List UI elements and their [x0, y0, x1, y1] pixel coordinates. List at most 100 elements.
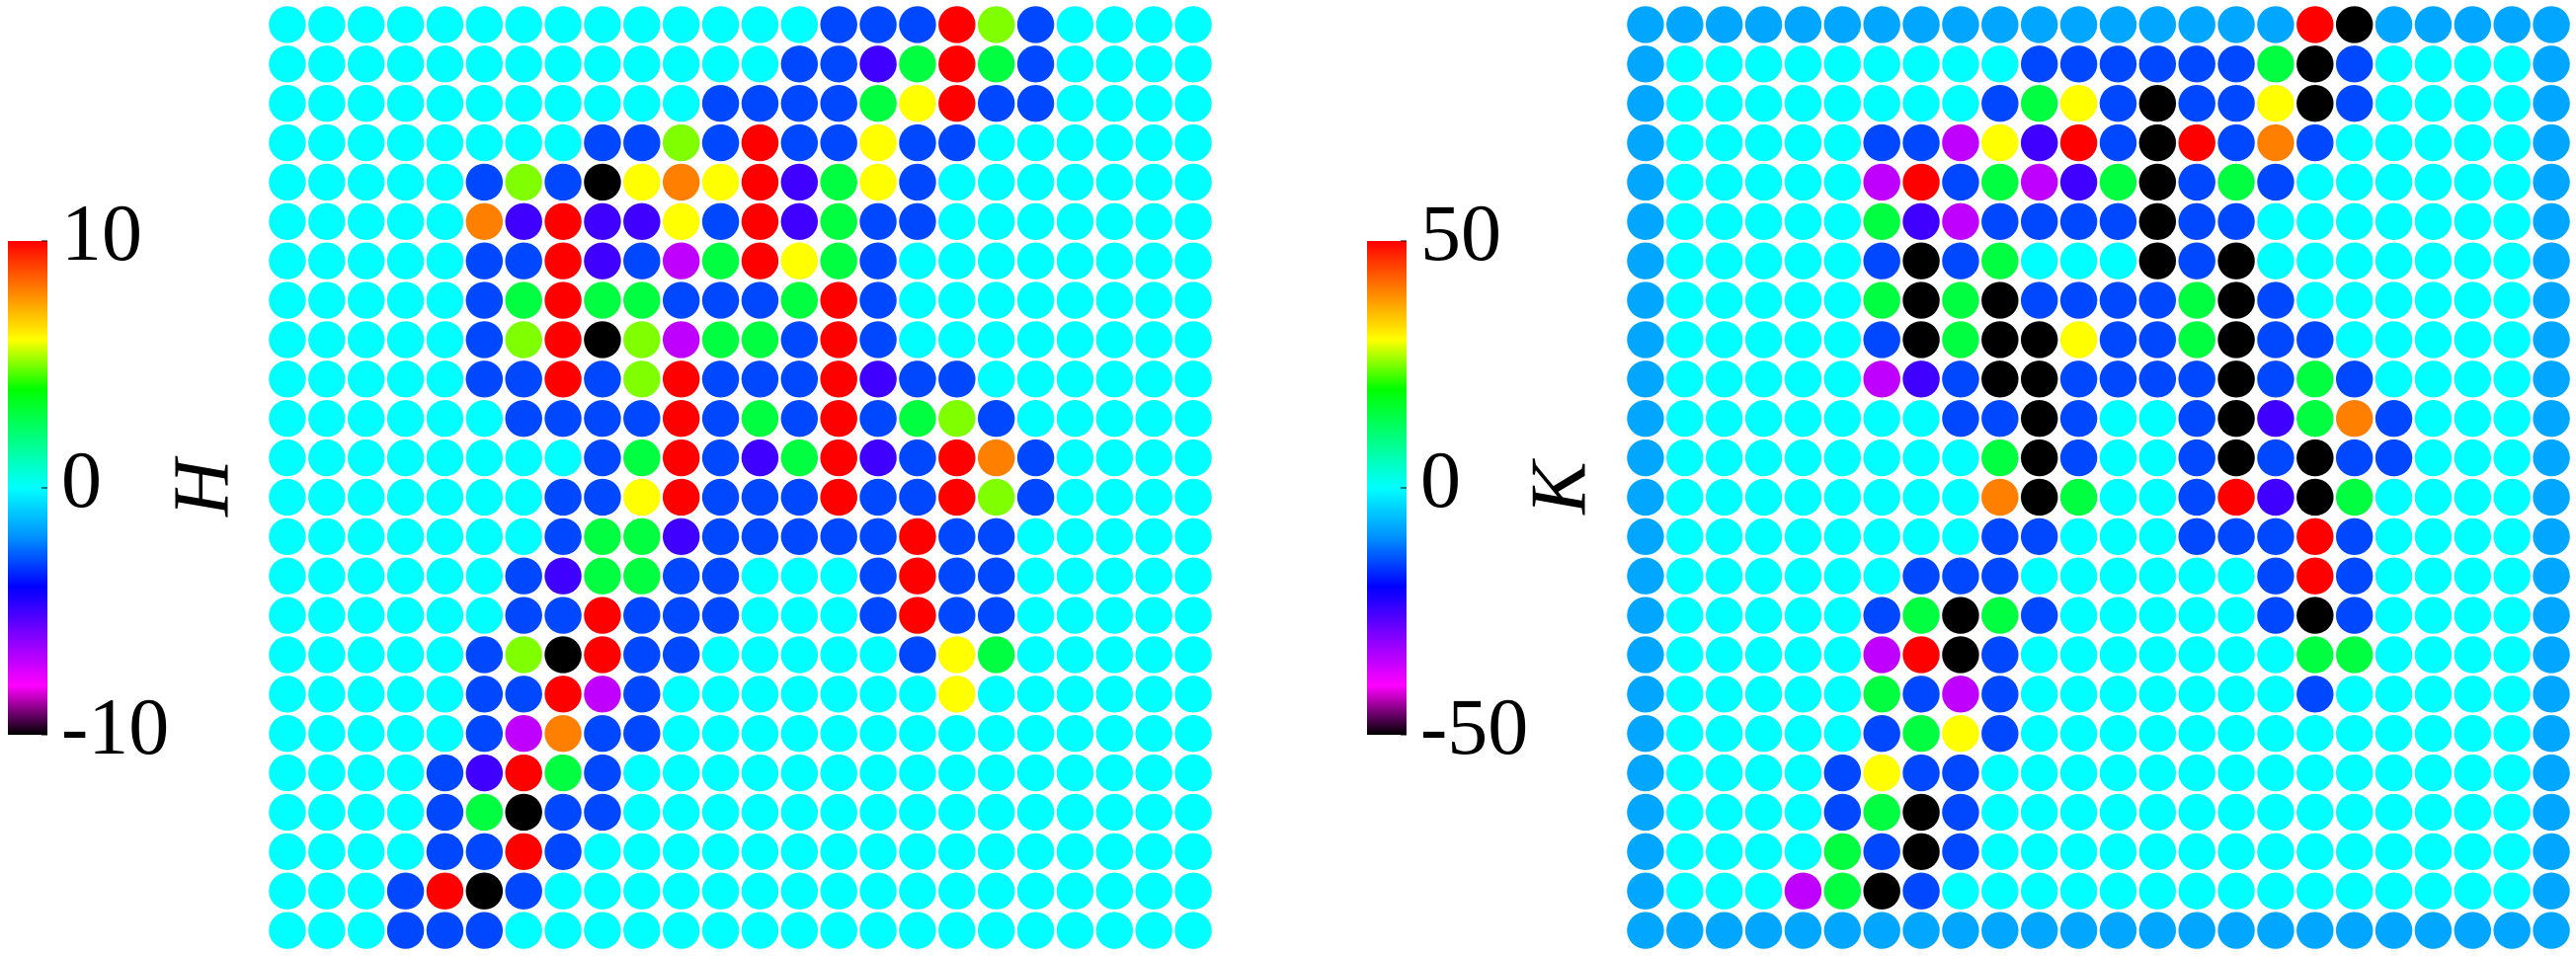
- dot: [2138, 123, 2177, 162]
- dot: [2059, 597, 2098, 634]
- dot: [1823, 163, 1862, 201]
- dot: [1705, 557, 1743, 595]
- dot: [2138, 872, 2177, 910]
- dot: [2138, 163, 2177, 201]
- dot: [1666, 793, 1704, 832]
- dot: [662, 84, 700, 122]
- dot: [1823, 676, 1862, 713]
- dot: [1174, 872, 1212, 910]
- dot: [1135, 518, 1172, 556]
- dot: [1666, 202, 1704, 241]
- dot: [1016, 6, 1055, 43]
- dot: [1056, 478, 1094, 517]
- dot: [544, 833, 582, 871]
- dot: [347, 163, 385, 201]
- dot: [2059, 872, 2098, 910]
- dot: [1016, 872, 1055, 910]
- dot: [1627, 793, 1664, 832]
- dot: [1902, 793, 1940, 832]
- dot: [2217, 518, 2255, 556]
- dot: [2296, 833, 2334, 871]
- dot: [2296, 163, 2334, 201]
- dot: [2099, 478, 2137, 517]
- dot: [1744, 557, 1783, 595]
- dot: [1666, 912, 1704, 949]
- dot: [2454, 360, 2492, 398]
- dot: [1056, 281, 1094, 319]
- dot: [505, 242, 542, 279]
- dot: [505, 912, 542, 949]
- dot: [2099, 833, 2137, 871]
- dot: [1056, 912, 1094, 949]
- dot: [2257, 478, 2294, 517]
- dot: [780, 518, 819, 556]
- dot: [2533, 754, 2570, 792]
- dot: [741, 478, 779, 517]
- dot: [977, 676, 1015, 713]
- dot: [426, 872, 464, 910]
- dot: [1902, 163, 1940, 201]
- dot: [1902, 360, 1940, 398]
- dot: [2493, 6, 2531, 43]
- dot: [2296, 518, 2334, 556]
- dot: [1705, 636, 1743, 674]
- dot: [465, 754, 504, 792]
- dot: [977, 45, 1015, 83]
- dot: [2533, 518, 2570, 556]
- dot: [1863, 754, 1900, 792]
- dot: [544, 597, 582, 634]
- dot: [1705, 714, 1743, 753]
- dot: [2493, 833, 2531, 871]
- dot: [2138, 360, 2177, 398]
- dot: [623, 676, 661, 713]
- dot: [505, 202, 542, 241]
- dot: [1942, 202, 1979, 241]
- dot: [1666, 399, 1704, 438]
- dot: [1705, 676, 1743, 713]
- dot: [2493, 163, 2531, 201]
- dot: [859, 636, 897, 674]
- dot: [2375, 833, 2413, 871]
- dot: [780, 912, 819, 949]
- dot: [2257, 597, 2294, 634]
- dot: [977, 84, 1015, 122]
- dot: [1627, 202, 1664, 241]
- dot: [544, 557, 582, 595]
- dot: [1095, 439, 1134, 477]
- dot: [1016, 360, 1055, 398]
- dot: [1174, 912, 1212, 949]
- dot: [1627, 872, 1664, 910]
- dot: [938, 833, 976, 871]
- dot: [662, 557, 700, 595]
- dot: [701, 360, 740, 398]
- dot: [1135, 439, 1172, 477]
- dot: [701, 6, 740, 43]
- dot: [1666, 714, 1704, 753]
- dot: [2178, 597, 2215, 634]
- dot: [977, 281, 1015, 319]
- dot: [1705, 163, 1743, 201]
- dot: [2059, 714, 2098, 753]
- dot: [899, 163, 936, 201]
- dot: [780, 676, 819, 713]
- dot: [938, 202, 976, 241]
- dot: [2257, 636, 2294, 674]
- dot: [1627, 281, 1664, 319]
- dot: [623, 242, 661, 279]
- dot: [386, 163, 425, 201]
- dot: [1902, 281, 1940, 319]
- dot: [1174, 793, 1212, 832]
- dot: [426, 597, 464, 634]
- dot: [386, 518, 425, 556]
- dot: [584, 557, 621, 595]
- dot: [347, 518, 385, 556]
- dot: [701, 281, 740, 319]
- dot: [1705, 6, 1743, 43]
- dot: [2059, 636, 2098, 674]
- dot: [977, 123, 1015, 162]
- dot: [2454, 281, 2492, 319]
- dot: [859, 754, 897, 792]
- dot: [544, 676, 582, 713]
- dot: [544, 360, 582, 398]
- dot: [2257, 754, 2294, 792]
